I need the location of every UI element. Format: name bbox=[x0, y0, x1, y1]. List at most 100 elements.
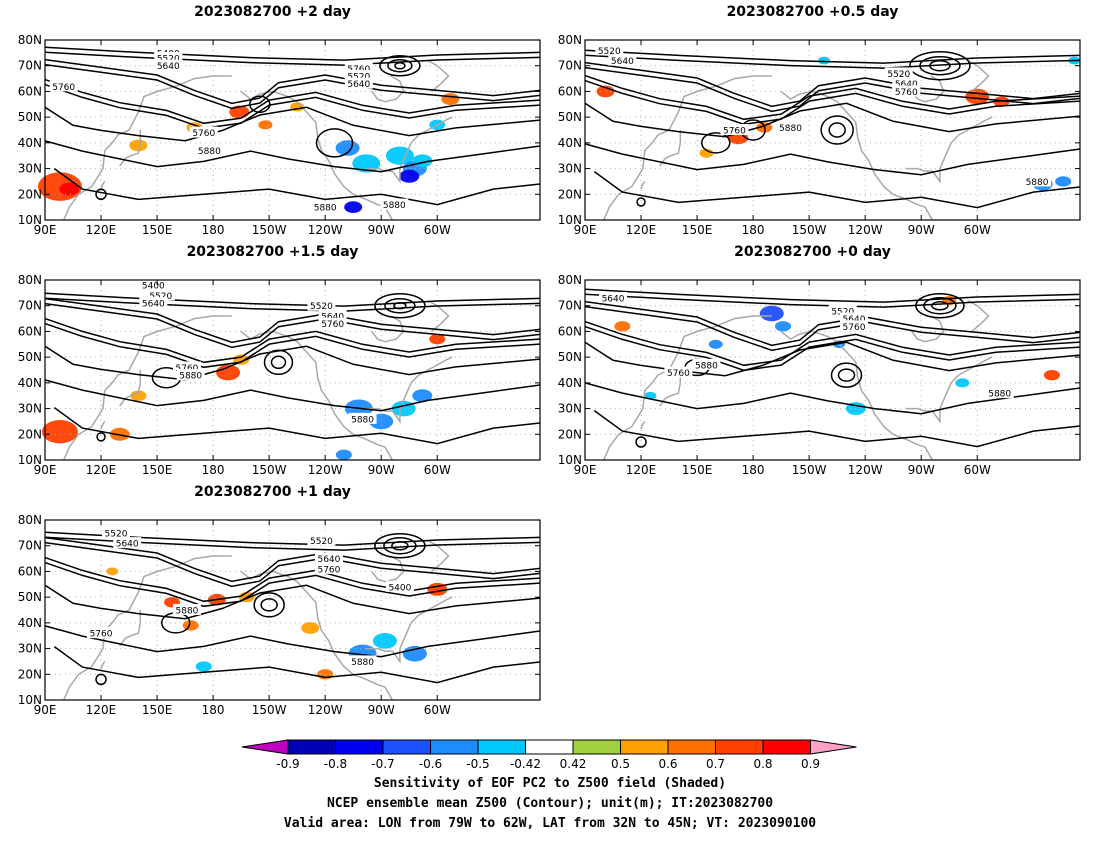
lat-tick-label: 80N bbox=[18, 273, 42, 287]
panel-title: 2023082700 +2 day bbox=[194, 4, 351, 20]
contour-label: 5760 bbox=[176, 364, 199, 374]
z500-contour bbox=[584, 74, 1081, 121]
coastline bbox=[366, 596, 453, 664]
colorbar-tick-label: -0.5 bbox=[466, 757, 489, 771]
contour-label: 5400 bbox=[388, 583, 411, 593]
z500-closed-contour bbox=[909, 50, 971, 81]
sensitivity-shade bbox=[775, 321, 791, 332]
colorbar-tick-label: 0.8 bbox=[753, 757, 772, 771]
z500-contour bbox=[44, 106, 541, 142]
lon-tick-label: 90E bbox=[34, 223, 57, 237]
colorbar-tick-label: 0.6 bbox=[658, 757, 677, 771]
z500-contour bbox=[44, 140, 541, 173]
z500-closed-contour bbox=[635, 436, 647, 448]
lon-tick-label: 60W bbox=[424, 463, 451, 477]
z500-contour bbox=[584, 300, 1081, 347]
panel-plus-1.5-day: 2023082700 +1.5 day 5400 5520 5640 5520 5640… bbox=[0, 244, 545, 484]
contour-label: 5640 bbox=[321, 313, 344, 323]
coastline bbox=[100, 420, 106, 430]
lat-tick-label: 70N bbox=[18, 59, 42, 73]
lon-tick-label: 120E bbox=[86, 463, 117, 477]
lon-tick-label: 150E bbox=[142, 703, 173, 717]
lon-tick-label: 120W bbox=[308, 223, 343, 237]
z500-contour bbox=[584, 341, 1081, 377]
colorbar-tick-label: -0.6 bbox=[419, 757, 442, 771]
coastline bbox=[100, 180, 106, 190]
z500-contour bbox=[584, 79, 1081, 126]
z500-contour bbox=[584, 54, 1081, 69]
colorbar-segment bbox=[715, 739, 764, 755]
coastline bbox=[371, 315, 405, 343]
coastline bbox=[640, 420, 646, 430]
lon-tick-label: 180 bbox=[742, 223, 765, 237]
z500-closed-contour bbox=[701, 132, 731, 154]
lon-tick-label: 120W bbox=[848, 223, 883, 237]
lat-tick-label: 10N bbox=[558, 213, 582, 227]
colorbar-segment bbox=[667, 739, 716, 755]
lon-tick-label: 60W bbox=[964, 223, 991, 237]
lat-tick-label: 60N bbox=[18, 324, 42, 338]
colorbar-tick-label: -0.9 bbox=[276, 757, 299, 771]
colorbar-segment bbox=[335, 739, 384, 755]
lat-tick-label: 50N bbox=[558, 350, 582, 364]
coastline bbox=[371, 75, 405, 103]
sensitivity-shade bbox=[614, 321, 631, 332]
lon-tick-label: 180 bbox=[202, 463, 225, 477]
z500-contour bbox=[44, 63, 541, 110]
z500-closed-contour bbox=[383, 536, 417, 555]
sensitivity-shade bbox=[182, 620, 199, 631]
contour-label: 5520 bbox=[598, 47, 621, 57]
sensitivity-shade bbox=[429, 333, 446, 345]
z500-contour bbox=[44, 292, 541, 307]
z500-closed-contour bbox=[253, 592, 285, 618]
contour-label: 5520 bbox=[149, 292, 172, 302]
contour-label: 5640 bbox=[602, 295, 625, 305]
contour-label: 5640 bbox=[116, 540, 139, 550]
z500-closed-contour bbox=[931, 300, 949, 311]
contour-label: 5520 bbox=[887, 70, 910, 80]
coastline bbox=[63, 555, 232, 701]
panel-plus-2-day: 2023082700 +2 day 5400552056405760552056… bbox=[0, 4, 545, 244]
coastline bbox=[911, 315, 945, 343]
contour-label: 5880 bbox=[351, 658, 374, 668]
sensitivity-shade bbox=[195, 661, 212, 672]
z500-closed-contour bbox=[384, 297, 416, 314]
lat-tick-label: 20N bbox=[18, 427, 42, 441]
lat-tick-label: 20N bbox=[558, 427, 582, 441]
contour-label: 5760 bbox=[317, 565, 340, 575]
lon-tick-label: 90W bbox=[908, 223, 935, 237]
colorbar-tick-label: 0.5 bbox=[611, 757, 630, 771]
z500-closed-contour bbox=[929, 59, 951, 72]
sensitivity-shade bbox=[130, 390, 147, 401]
lon-tick-label: 90E bbox=[574, 223, 597, 237]
coastline bbox=[659, 130, 682, 167]
contour-label: 5520 bbox=[347, 73, 370, 83]
z500-closed-contour bbox=[374, 532, 426, 559]
lon-tick-label: 150W bbox=[252, 463, 287, 477]
lon-tick-label: 150E bbox=[682, 463, 713, 477]
colorbar-min-triangle bbox=[241, 739, 289, 755]
lat-tick-label: 10N bbox=[18, 213, 42, 227]
lat-tick-label: 40N bbox=[18, 376, 42, 390]
z500-closed-contour bbox=[919, 55, 961, 76]
coastline bbox=[906, 116, 993, 184]
contour-label: 5880 bbox=[198, 147, 221, 157]
z500-contour bbox=[584, 49, 1081, 64]
contour-label: 5520 bbox=[310, 537, 333, 547]
sensitivity-shade bbox=[402, 645, 427, 662]
sensitivity-shade bbox=[708, 339, 723, 349]
colorbar-tick-label: -0.7 bbox=[371, 757, 394, 771]
sensitivity-shade bbox=[301, 622, 320, 634]
lon-tick-label: 150E bbox=[142, 463, 173, 477]
z500-contour bbox=[53, 167, 541, 206]
lat-tick-label: 20N bbox=[18, 187, 42, 201]
lon-tick-label: 180 bbox=[202, 223, 225, 237]
lat-tick-label: 40N bbox=[18, 616, 42, 630]
z500-contour bbox=[44, 46, 541, 61]
colorbar-segment bbox=[762, 739, 811, 755]
contour-label: 5760 bbox=[192, 129, 215, 139]
sensitivity-shade bbox=[41, 420, 78, 444]
sensitivity-shade bbox=[759, 305, 784, 322]
z500-closed-contour bbox=[260, 598, 278, 612]
